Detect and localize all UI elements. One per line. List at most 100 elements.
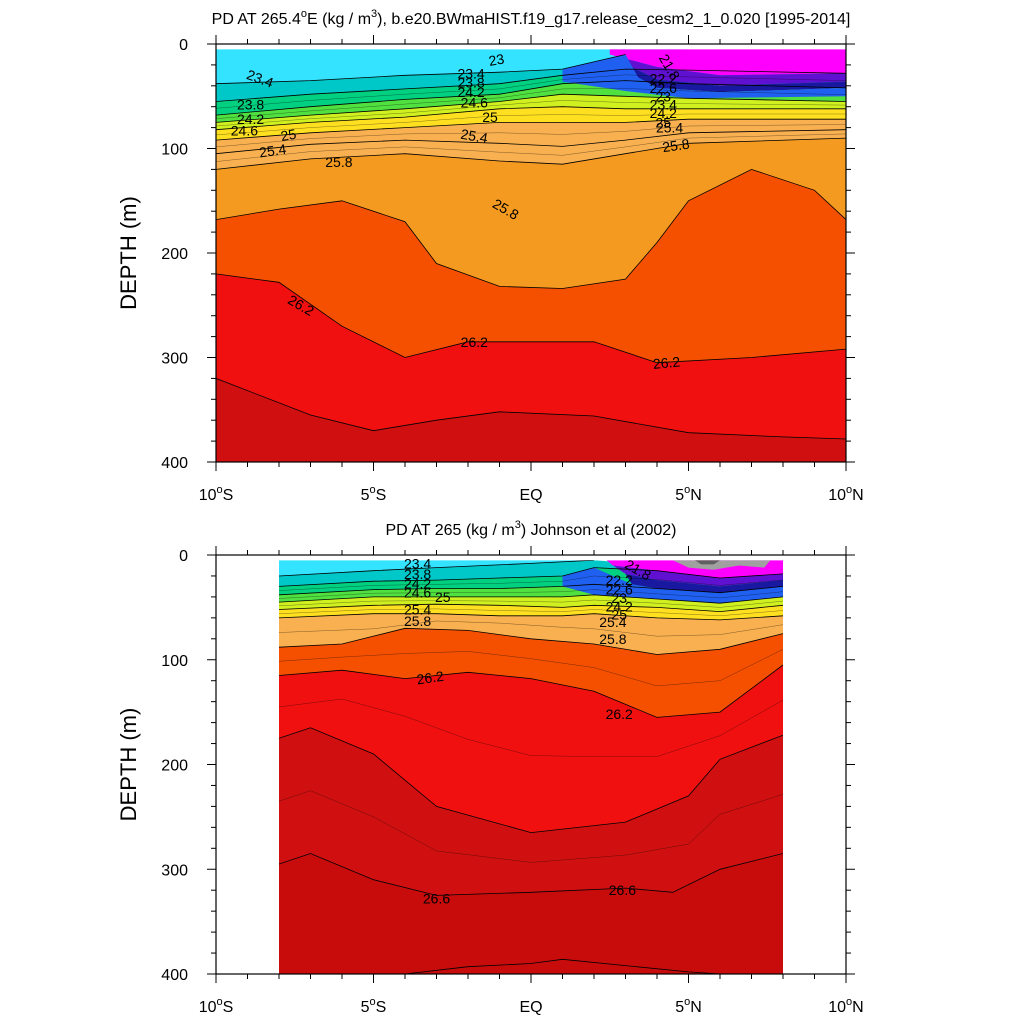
- y-axis-label: DEPTH (m): [116, 708, 141, 822]
- contour-label: 24.2: [650, 105, 677, 121]
- minor-contour-1: [216, 74, 846, 109]
- x-tick-label: EQ: [519, 999, 542, 1016]
- contour-line-2: [216, 80, 846, 116]
- contour-label: 25.4: [404, 602, 431, 618]
- minor-contour-5: [279, 620, 783, 637]
- contour-label: 22.2: [606, 572, 633, 588]
- x-tick-label: 10oS: [199, 484, 234, 504]
- density-band-4: [216, 94, 846, 130]
- minor-contour-4: [279, 608, 783, 617]
- filled-contours: [279, 560, 783, 974]
- contour-label: 23.8: [457, 75, 484, 91]
- density-band-5: [216, 106, 846, 141]
- contour-label: 24.6: [404, 585, 431, 601]
- contour-label: 23.8: [404, 566, 431, 582]
- contour-line-10: [216, 378, 846, 440]
- contour-line-deep: [404, 958, 721, 974]
- density-band-5: [279, 604, 783, 620]
- contour-label: 26.6: [609, 882, 636, 898]
- contour-label: 24.2: [606, 598, 633, 614]
- contour-label: 24.2: [237, 111, 264, 127]
- contour-line-2: [279, 583, 783, 596]
- contour-labels: 23.423.824.224.6 2525.425.821.822.222.623…: [404, 555, 654, 906]
- contour-line-6: [279, 627, 783, 655]
- minor-contour-3: [279, 599, 783, 608]
- surface-patch-4: [672, 560, 771, 570]
- density-band-7: [216, 138, 846, 289]
- contour-lines: [216, 54, 846, 440]
- surface-patch-3: [562, 54, 846, 99]
- surface-patch-5: [694, 560, 720, 565]
- surface-patch-0: [609, 49, 846, 76]
- y-tick-label: 0: [179, 37, 188, 54]
- filled-contours: [216, 49, 846, 462]
- y-axis: 0 100 200 300 400 DEPTH (m): [116, 37, 855, 472]
- contour-label: 24.6: [231, 123, 258, 139]
- contour-line-3: [216, 93, 846, 123]
- y-tick-label: 0: [179, 548, 188, 565]
- contour-line-9: [216, 273, 846, 364]
- contour-label: 26.2: [461, 334, 488, 350]
- contour-line-1: [216, 68, 846, 102]
- contour-label: 24.2: [457, 84, 484, 100]
- contour-label: 25.4: [459, 126, 489, 147]
- minor-contour-1: [279, 575, 783, 591]
- x-tick-label: 10oN: [828, 996, 863, 1016]
- contour-label: 25: [482, 109, 498, 125]
- x-tick-label: 5oN: [675, 996, 702, 1016]
- contour-label: 26.2: [652, 354, 681, 372]
- contour-label: 23.4: [404, 555, 431, 571]
- minor-contour-3: [216, 100, 846, 127]
- contour-line-9: [279, 853, 783, 896]
- contour-line-1: [279, 567, 783, 587]
- minor-contour-7: [279, 698, 783, 757]
- contour-label: 25: [611, 607, 627, 623]
- contour-label: 25.8: [325, 154, 352, 170]
- contour-line-0: [216, 54, 626, 85]
- x-axis: 10oS 5oS EQ 5oN 10oN: [199, 35, 864, 504]
- minor-contour-6: [279, 649, 783, 687]
- contour-label: 24.6: [461, 95, 488, 111]
- x-axis: 10oS 5oS EQ 5oN 10oN: [199, 546, 864, 1016]
- contour-label: 25: [435, 589, 451, 605]
- contour-label: 22.6: [606, 582, 633, 598]
- contour-label: 25.4: [258, 141, 287, 161]
- contour-label: 25: [656, 114, 672, 130]
- contour-label: 22.6: [650, 80, 677, 96]
- contour-line-7: [279, 664, 783, 718]
- y-tick-label: 300: [161, 862, 188, 879]
- surface-patch-3: [562, 567, 783, 604]
- minor-contour-2: [216, 88, 846, 119]
- contour-label: 23: [487, 50, 505, 68]
- x-tick-label: 5oS: [361, 484, 387, 504]
- contour-line-8: [279, 727, 783, 834]
- contour-label: 22.2: [650, 71, 677, 87]
- y-tick-label: 200: [161, 758, 188, 775]
- x-tick-label: EQ: [519, 487, 542, 504]
- panel-observations: 23.423.824.224.6 2525.425.821.822.222.623…: [116, 519, 864, 1016]
- surface-patch-2: [625, 573, 783, 593]
- contour-line-4: [216, 106, 846, 131]
- contour-line-5: [279, 613, 783, 621]
- x-tick-label: 5oN: [675, 484, 702, 504]
- density-band-10: [216, 378, 846, 462]
- density-band-deep: [279, 853, 783, 974]
- minor-contour-8: [279, 790, 783, 863]
- contour-label: 23: [656, 88, 672, 104]
- contour-label: 23.8: [237, 97, 264, 113]
- contour-label: 26.2: [606, 706, 633, 722]
- density-band-8: [279, 665, 783, 833]
- density-band-9: [216, 273, 846, 439]
- contour-label: 25.8: [404, 613, 431, 629]
- density-band-0: [216, 49, 689, 84]
- contour-label: 26.2: [416, 668, 445, 688]
- surface-patch-1: [625, 58, 846, 86]
- y-tick-label: 400: [161, 967, 188, 984]
- contour-label: 23: [611, 590, 627, 606]
- contour-line-3: [279, 594, 783, 604]
- contour-line-6: [216, 129, 846, 155]
- contour-label: 25: [279, 126, 297, 144]
- contour-line-8: [216, 168, 846, 289]
- y-tick-label: 100: [161, 142, 188, 159]
- contour-label: 25.8: [599, 631, 626, 647]
